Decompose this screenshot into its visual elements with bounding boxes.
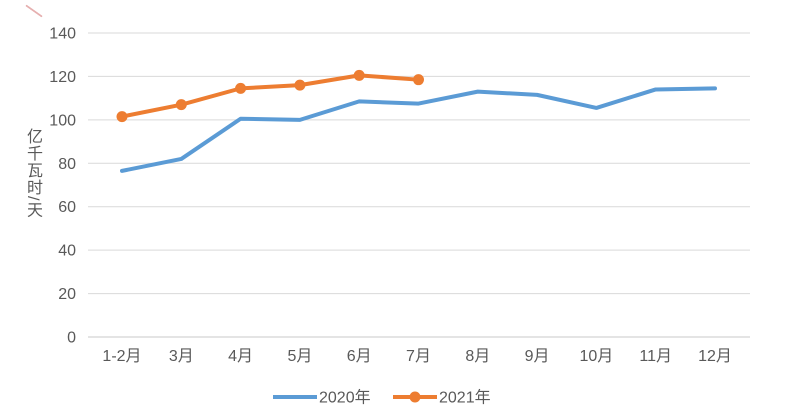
- y-axis-title: 亿千瓦时/天: [24, 128, 41, 219]
- legend-label-2020年: 2020年: [319, 389, 371, 407]
- series-marker-2021年: [116, 111, 128, 123]
- y-tick-label: 20: [58, 286, 76, 303]
- x-tick-label: 10月: [579, 348, 613, 365]
- series-marker-2021年: [235, 82, 247, 94]
- series-marker-2021年: [294, 79, 306, 91]
- y-tick-label: 80: [58, 156, 76, 173]
- x-tick-label: 8月: [465, 348, 490, 365]
- y-tick-label: 120: [49, 69, 76, 86]
- legend-swatch-marker: [409, 391, 421, 403]
- y-tick-label: 0: [67, 330, 76, 347]
- y-tick-label: 140: [49, 26, 76, 43]
- x-tick-label: 9月: [525, 348, 550, 365]
- series-marker-2021年: [353, 69, 365, 81]
- x-tick-label: 4月: [228, 348, 253, 365]
- series-line-2020年: [120, 86, 717, 173]
- x-tick-label: 7月: [406, 348, 431, 365]
- x-tick-label: 5月: [287, 348, 312, 365]
- y-tick-label: 100: [49, 112, 76, 129]
- series-marker-2021年: [175, 99, 187, 111]
- x-tick-label: 6月: [347, 348, 372, 365]
- series-marker-2021年: [413, 74, 424, 86]
- x-tick-label: 1-2月: [102, 348, 141, 365]
- x-tick-label: 12月: [698, 348, 732, 365]
- y-tick-label: 60: [58, 199, 76, 216]
- x-tick-label: 11月: [639, 348, 672, 365]
- series-line-2021年: [120, 73, 421, 119]
- y-tick-label: 40: [58, 243, 76, 260]
- legend-label-2021年: 2021年: [439, 389, 491, 407]
- x-tick-label: 3月: [169, 348, 194, 365]
